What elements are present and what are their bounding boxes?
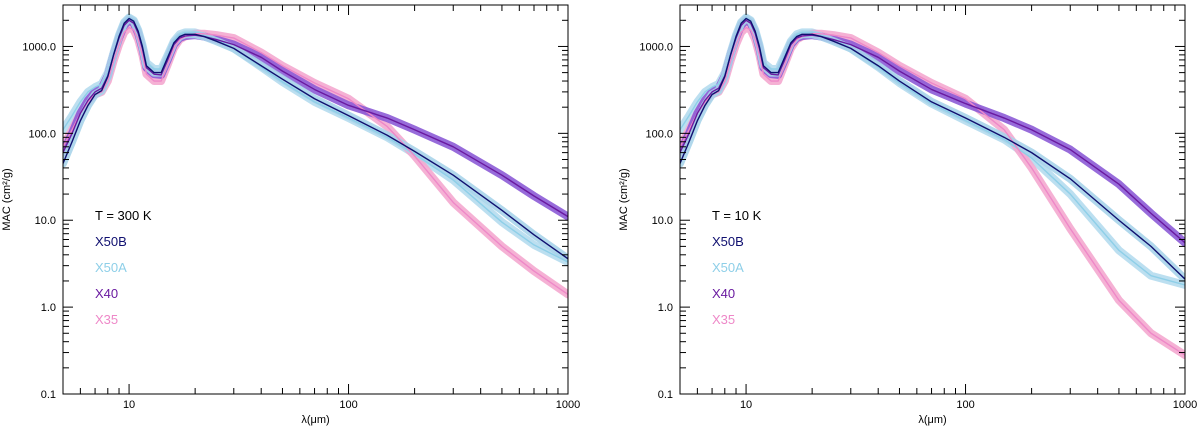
legend-x40: X40 bbox=[712, 286, 735, 301]
y-tick-label: 100.0 bbox=[645, 128, 673, 140]
band-x50a bbox=[680, 13, 1185, 289]
y-tick-label: 100.0 bbox=[28, 128, 56, 140]
x-axis-label: λ(μm) bbox=[918, 414, 946, 426]
y-axis-label: MAC (cm²/g) bbox=[1, 168, 13, 230]
plot-frame bbox=[62, 4, 569, 395]
plot-frame bbox=[679, 4, 1186, 395]
series-line-x50b bbox=[63, 17, 568, 260]
series-line-x50b bbox=[680, 17, 1185, 280]
y-tick-label: 0.1 bbox=[658, 389, 673, 401]
legend-x35: X35 bbox=[712, 312, 735, 327]
temperature-label: T = 300 K bbox=[95, 208, 152, 223]
series-line-x50a bbox=[680, 16, 1185, 286]
y-axis-label: MAC (cm²/g) bbox=[618, 168, 630, 230]
series-line-x35 bbox=[680, 26, 1185, 356]
temperature-label: T = 10 K bbox=[712, 208, 762, 223]
legend-x40: X40 bbox=[95, 286, 118, 301]
x-tick-label: 100 bbox=[339, 399, 357, 411]
y-tick-label: 10.0 bbox=[35, 215, 56, 227]
x-tick-label: 1000 bbox=[556, 399, 580, 411]
series-line-x50a bbox=[63, 16, 568, 263]
y-tick-label: 10.0 bbox=[652, 215, 673, 227]
y-tick-label: 1.0 bbox=[658, 302, 673, 314]
x-axis-label: λ(μm) bbox=[301, 414, 329, 426]
legend-x35: X35 bbox=[95, 312, 118, 327]
y-tick-label: 1.0 bbox=[41, 302, 56, 314]
y-tick-label: 1000.0 bbox=[639, 41, 673, 53]
y-tick-label: 0.1 bbox=[41, 389, 56, 401]
legend-x50b: X50B bbox=[95, 234, 127, 249]
y-tick-label: 1000.0 bbox=[22, 41, 56, 53]
panel-300k: 10 100 1000 0.1 1.0 10.0 100.0 1000.0 λ(μm) MAC (… bbox=[1, 4, 580, 426]
band-x35 bbox=[63, 23, 568, 299]
series-line-x35 bbox=[63, 26, 568, 295]
legend-x50a: X50A bbox=[712, 260, 744, 275]
x-tick-label: 10 bbox=[740, 399, 752, 411]
legend-x50a: X50A bbox=[95, 260, 127, 275]
x-tick-label: 10 bbox=[123, 399, 135, 411]
legend-x50b: X50B bbox=[712, 234, 744, 249]
x-tick-label: 1000 bbox=[1173, 399, 1197, 411]
panel-10k: 10 100 1000 0.1 1.0 10.0 100.0 1000.0 λ(μm) MAC (… bbox=[618, 4, 1197, 426]
x-tick-label: 100 bbox=[956, 399, 974, 411]
band-x40 bbox=[63, 16, 568, 221]
band-x35 bbox=[680, 23, 1185, 360]
